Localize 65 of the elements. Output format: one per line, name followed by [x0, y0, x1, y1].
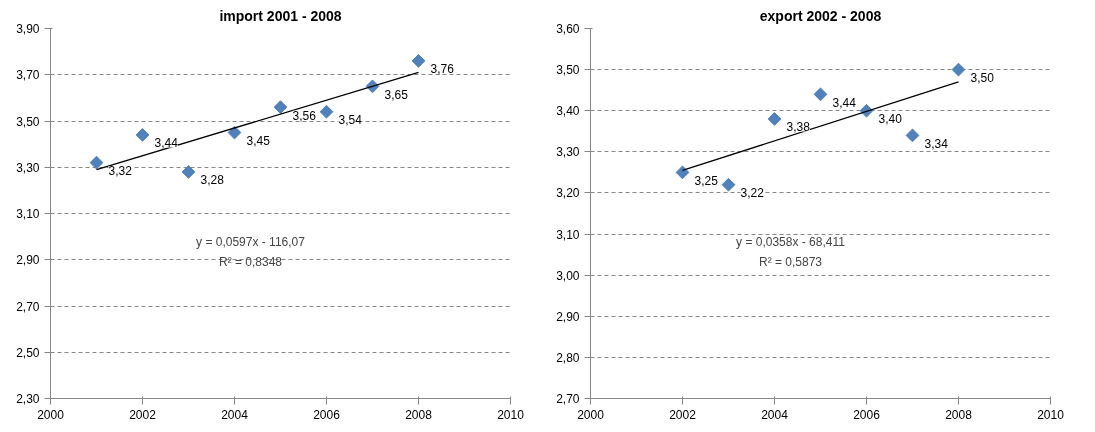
data-label: 3,38 [786, 120, 811, 135]
y-tick-label: 3,30 [16, 160, 40, 175]
chart-title: import 2001 - 2008 [219, 7, 342, 24]
x-tick-label: 2004 [761, 407, 789, 422]
y-tick-label: 2,90 [556, 309, 580, 324]
data-label: 3,34 [924, 136, 949, 151]
x-tick-label: 2008 [405, 407, 433, 422]
data-label: 3,65 [384, 87, 409, 102]
y-tick-label: 3,60 [556, 22, 580, 36]
point [951, 62, 966, 77]
point [905, 128, 920, 143]
point [135, 128, 150, 142]
point [89, 155, 104, 170]
x-tick-label: 2004 [221, 407, 249, 422]
point [767, 112, 782, 126]
data-label: 3,40 [878, 112, 903, 127]
data-label: 3,56 [292, 108, 317, 123]
data-label: 3,32 [108, 164, 133, 179]
point [227, 125, 242, 140]
data-label: 3,25 [694, 173, 719, 188]
y-tick-label: 3,50 [556, 63, 580, 78]
annotation: R² = 0,5873 [758, 254, 823, 269]
y-tick-label: 3,20 [556, 186, 580, 201]
point [273, 100, 288, 114]
y-tick-label: 3,40 [556, 104, 580, 119]
y-tick-label: 3,10 [556, 227, 580, 242]
y-tick-label: 2,50 [16, 345, 40, 360]
y-tick-label: 3,90 [16, 22, 40, 36]
annotation: y = 0,0597x - 116,07 [196, 234, 306, 249]
x-tick-label: 2000 [37, 407, 65, 422]
annotation: y = 0,0358x - 68,411 [736, 234, 846, 249]
x-tick-label: 2006 [313, 407, 341, 422]
data-label: 3,50 [970, 71, 995, 86]
point [813, 87, 828, 102]
data-label: 3,22 [740, 186, 765, 201]
point [411, 54, 426, 68]
data-label: 3,44 [832, 95, 857, 110]
y-tick-label: 2,80 [556, 350, 580, 365]
y-tick-label: 3,30 [556, 145, 580, 160]
data-label: 3,45 [246, 134, 271, 149]
x-tick-label: 2010 [1037, 407, 1065, 422]
y-tick-label: 2,70 [556, 392, 580, 406]
data-label: 3,44 [154, 136, 179, 151]
chart-title: export 2002 - 2008 [759, 7, 882, 24]
y-tick-label: 2,70 [16, 299, 40, 314]
y-tick-label: 2,30 [16, 392, 40, 406]
point [319, 104, 334, 119]
x-tick-label: 2002 [669, 407, 697, 422]
x-tick-label: 2002 [129, 407, 157, 422]
x-tick-label: 2008 [945, 407, 973, 422]
data-label: 3,28 [200, 173, 225, 188]
annotation: R² = 0,8348 [218, 254, 283, 269]
point [721, 177, 736, 192]
x-tick-label: 2010 [497, 407, 525, 422]
point [181, 165, 196, 179]
data-label: 3,76 [430, 62, 455, 77]
y-tick-label: 3,50 [16, 114, 40, 129]
y-tick-label: 2,90 [16, 253, 40, 268]
y-tick-label: 3,70 [16, 68, 40, 83]
y-tick-label: 3,10 [16, 207, 40, 221]
x-tick-label: 2000 [577, 407, 605, 422]
data-label: 3,54 [338, 113, 363, 128]
point [675, 165, 690, 180]
x-tick-label: 2006 [853, 407, 881, 422]
y-tick-label: 3,00 [556, 268, 580, 283]
